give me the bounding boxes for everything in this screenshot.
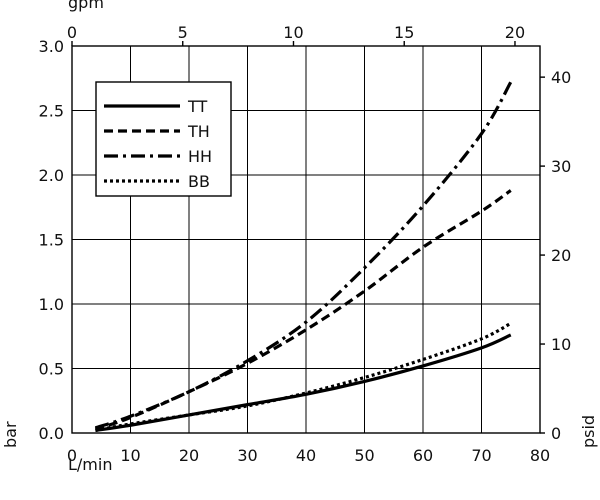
x-tick-label: 40 [296, 446, 316, 465]
x-tick-label: 50 [354, 446, 374, 465]
series-line-tt [95, 333, 512, 433]
x-tick-label: 70 [471, 446, 491, 465]
y-tick-label: 2.5 [39, 102, 64, 121]
x2-tick-label: 0 [67, 23, 77, 42]
y2-axis-unit: psid [579, 415, 598, 448]
y-axis-unit: bar [1, 421, 20, 448]
series-lines [94, 81, 513, 433]
x-axis-unit: L/min [68, 455, 112, 474]
y-tick-label: 0.0 [39, 424, 64, 443]
x-tick-label: 30 [237, 446, 257, 465]
x-tick-label: 0 [67, 446, 77, 465]
y-tick-label: 2.0 [39, 166, 64, 185]
legend-label-th: TH [187, 122, 210, 141]
x-tick-label: 60 [413, 446, 433, 465]
legend-box [95, 81, 232, 197]
x-tick-label: 20 [179, 446, 199, 465]
legend-label-tt: TT [187, 97, 207, 116]
legend-label-bb: BB [188, 172, 210, 191]
y-tick-label: 0.5 [39, 360, 64, 379]
y2-tick-label: 10 [551, 335, 571, 354]
series-line-bb [95, 321, 512, 432]
series-line-hh [94, 81, 513, 430]
plot-frame [71, 45, 541, 434]
tick-labels: 0 10 20 30 40 50 60 70 800.00.51.01.52.02.53.00 5… [39, 23, 572, 465]
y-tick-label: 1.5 [39, 231, 64, 250]
x2-tick-label: 5 [178, 23, 188, 42]
x2-tick-label: 20 [505, 23, 525, 42]
legend: TT TH HH BB [95, 81, 232, 197]
y-tick-label: 1.0 [39, 295, 64, 314]
x-tick-label: 10 [120, 446, 140, 465]
y2-tick-label: 30 [551, 157, 571, 176]
legend-label-hh: HH [188, 147, 212, 166]
y-tick-label: 3.0 [39, 37, 64, 56]
x2-tick-label: 10 [283, 23, 303, 42]
y2-tick-label: 40 [551, 68, 571, 87]
x2-tick-label: 15 [394, 23, 414, 42]
grid [71, 45, 541, 434]
y2-tick-label: 20 [551, 246, 571, 265]
y2-tick-label: 0 [551, 424, 561, 443]
x2-axis-unit: gpm [68, 0, 104, 12]
x-tick-label: 80 [530, 446, 550, 465]
